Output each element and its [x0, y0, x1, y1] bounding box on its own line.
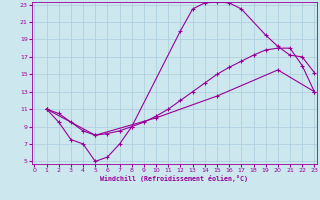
X-axis label: Windchill (Refroidissement éolien,°C): Windchill (Refroidissement éolien,°C) — [100, 175, 248, 182]
